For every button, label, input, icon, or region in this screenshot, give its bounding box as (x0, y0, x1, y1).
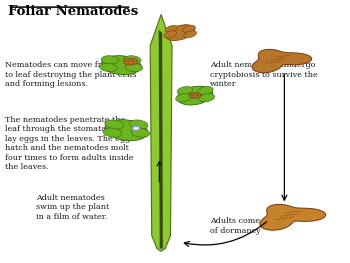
Ellipse shape (132, 126, 140, 130)
Polygon shape (159, 30, 163, 249)
Ellipse shape (103, 128, 122, 137)
FancyArrowPatch shape (184, 222, 267, 246)
Ellipse shape (177, 87, 193, 95)
Ellipse shape (131, 128, 150, 137)
Ellipse shape (197, 87, 213, 95)
Ellipse shape (129, 120, 148, 129)
Ellipse shape (196, 95, 201, 97)
Ellipse shape (184, 31, 197, 38)
Ellipse shape (124, 56, 141, 64)
Ellipse shape (124, 59, 137, 65)
Polygon shape (260, 204, 326, 230)
Ellipse shape (102, 56, 141, 75)
Text: Foliar Nematodes: Foliar Nematodes (8, 5, 139, 18)
Ellipse shape (190, 93, 195, 95)
Ellipse shape (131, 59, 137, 61)
Ellipse shape (105, 120, 124, 129)
Ellipse shape (101, 56, 119, 64)
Ellipse shape (124, 61, 129, 64)
Polygon shape (252, 49, 312, 73)
Ellipse shape (124, 59, 130, 61)
Ellipse shape (166, 25, 195, 41)
Polygon shape (150, 14, 172, 251)
Ellipse shape (100, 63, 117, 72)
Ellipse shape (105, 120, 148, 141)
Ellipse shape (132, 61, 138, 64)
Text: Nematodes can move from leaf
to leaf destroying the plant cells
and forming lesi: Nematodes can move from leaf to leaf des… (5, 61, 136, 88)
Ellipse shape (176, 94, 191, 102)
Ellipse shape (125, 63, 143, 72)
Ellipse shape (189, 95, 194, 97)
Text: Adult nematodes
swim up the plant
in a film of water.: Adult nematodes swim up the plant in a f… (36, 194, 109, 221)
Text: Adults come out
of dormancy: Adults come out of dormancy (210, 218, 275, 235)
Ellipse shape (164, 31, 177, 38)
Text: The nematodes penetrate the
leaf through the stomata and
lay eggs in the leaves.: The nematodes penetrate the leaf through… (5, 116, 134, 171)
Text: Adult nematodes undergo
cryptobiosis to survive the
winter: Adult nematodes undergo cryptobiosis to … (210, 61, 317, 88)
Ellipse shape (177, 86, 213, 105)
Ellipse shape (196, 93, 201, 95)
Ellipse shape (165, 25, 178, 32)
Ellipse shape (182, 25, 195, 32)
Ellipse shape (190, 93, 201, 98)
Ellipse shape (199, 94, 215, 102)
